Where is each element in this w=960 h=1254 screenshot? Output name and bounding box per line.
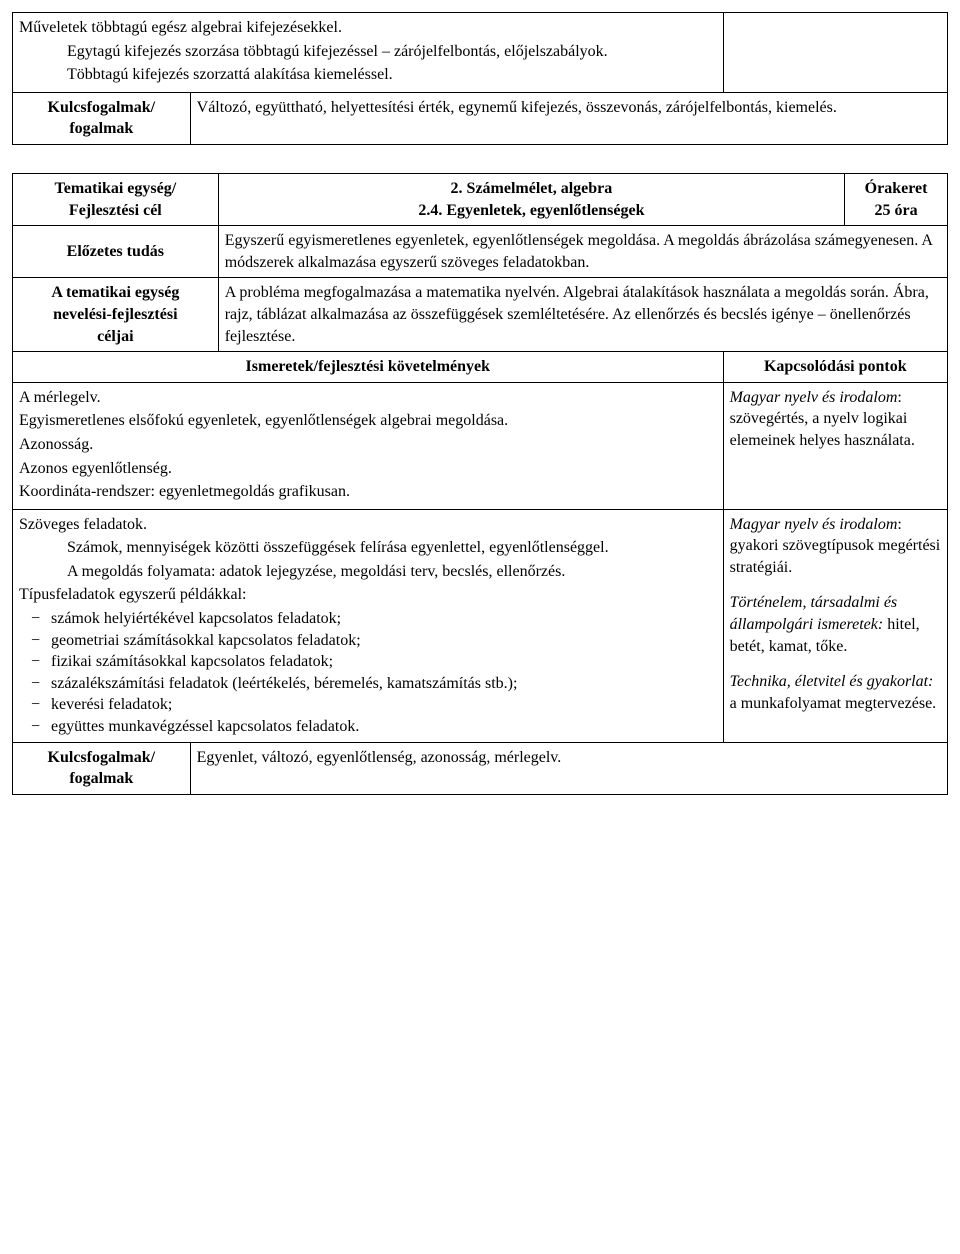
table-row: A mérlegelv. Egyismeretlenes elsőfokú eg… <box>13 382 948 509</box>
main-table-part2: Ismeretek/fejlesztési követelmények Kapc… <box>12 352 948 743</box>
text-line: Fejlesztési cél <box>69 202 162 219</box>
cell-kulcsfogalmak2-content: Egyenlet, változó, egyenlőtlenség, azono… <box>190 743 947 795</box>
table-row: Ismeretek/fejlesztési követelmények Kapc… <box>13 352 948 382</box>
text-italic: Magyar nyelv és irodalom <box>730 516 898 533</box>
cell-kulcsfogalmak-label: Kulcsfogalmak/ fogalmak <box>13 92 191 144</box>
text-line: Egytagú kifejezés szorzása többtagú kife… <box>19 41 717 63</box>
text-line: fogalmak <box>69 770 133 787</box>
cell-ismeretek-2: Szöveges feladatok. Számok, mennyiségek … <box>13 509 724 742</box>
cell-tematikai-label: Tematikai egység/ Fejlesztési cél <box>13 173 219 225</box>
text-line: Műveletek többtagú egész algebrai kifeje… <box>19 17 717 39</box>
main-table: Tematikai egység/ Fejlesztési cél 2. Szá… <box>12 173 948 352</box>
text-italic: Technika, életvitel és gyakorlat: <box>730 673 934 690</box>
text-line: Többtagú kifejezés szorzattá alakítása k… <box>19 64 717 86</box>
table-row: Kulcsfogalmak/ fogalmak Változó, együtth… <box>13 92 948 144</box>
text-line: Típusfeladatok egyszerű példákkal: <box>19 584 717 606</box>
table-row: A tematikai egység nevelési-fejlesztési … <box>13 278 948 352</box>
text-line: Szöveges feladatok. <box>19 514 717 536</box>
cell-elozetes-content: Egyszerű egyismeretlenes egyenletek, egy… <box>218 226 947 278</box>
cell-elozetes-label: Előzetes tudás <box>13 226 219 278</box>
text-line: Egyenlet, változó, egyenlőtlenség, azono… <box>197 749 562 766</box>
text-line: Ismeretek/fejlesztési követelmények <box>246 358 491 375</box>
table-row: Szöveges feladatok. Számok, mennyiségek … <box>13 509 948 742</box>
spacer <box>12 145 948 173</box>
cell-kapcs-1: Magyar nyelv és irodalom: szövegértés, a… <box>723 382 947 509</box>
cell-ismeretek-1: A mérlegelv. Egyismeretlenes elsőfokú eg… <box>13 382 724 509</box>
cell-kapcs-2: Magyar nyelv és irodalom: gyakori szöveg… <box>723 509 947 742</box>
text-line: Kulcsfogalmak/ <box>48 99 156 116</box>
text-line: nevelési-fejlesztési <box>53 306 177 323</box>
text-line: A megoldás folyamata: adatok lejegyzése,… <box>19 561 717 583</box>
table-row: Kulcsfogalmak/ fogalmak Egyenlet, változ… <box>13 743 948 795</box>
bullet-list: számok helyiértékével kapcsolatos felada… <box>19 608 717 738</box>
text-line: Azonosság. <box>19 434 717 456</box>
cell-operations: Műveletek többtagú egész algebrai kifeje… <box>13 13 724 93</box>
text-line: a munkafolyamat megtervezése. <box>730 695 937 712</box>
header-ismeretek: Ismeretek/fejlesztési követelmények <box>13 352 724 382</box>
header-kapcsolodasi: Kapcsolódási pontok <box>723 352 947 382</box>
list-item: együttes munkavégzéssel kapcsolatos fela… <box>31 716 717 738</box>
text-line: Órakeret <box>865 180 928 197</box>
main-table-part3: Kulcsfogalmak/ fogalmak Egyenlet, változ… <box>12 743 948 795</box>
text-line: 2.4. Egyenletek, egyenlőtlenségek <box>418 202 644 219</box>
text-line: céljai <box>97 328 133 345</box>
text-italic: Magyar nyelv és irodalom <box>730 389 898 406</box>
table-row: Műveletek többtagú egész algebrai kifeje… <box>13 13 948 93</box>
text-line: A probléma megfogalmazása a matematika n… <box>225 284 929 344</box>
list-item: számok helyiértékével kapcsolatos felada… <box>31 608 717 630</box>
text-line: A mérlegelv. <box>19 387 717 409</box>
text-line: Koordináta-rendszer: egyenletmegoldás gr… <box>19 481 717 503</box>
cell-kulcsfogalmak-content: Változó, együttható, helyettesítési érté… <box>190 92 947 144</box>
cell-celjai-label: A tematikai egység nevelési-fejlesztési … <box>13 278 219 352</box>
text-line: 25 óra <box>875 202 918 219</box>
table-row: Előzetes tudás Egyszerű egyismeretlenes … <box>13 226 948 278</box>
list-item: százalékszámítási feladatok (leértékelés… <box>31 673 717 695</box>
text-line: Változó, együttható, helyettesítési érté… <box>197 99 837 116</box>
text-line: A tematikai egység <box>51 284 179 301</box>
text-line: Egyismeretlenes elsőfokú egyenletek, egy… <box>19 410 717 432</box>
text-line: Tematikai egység/ <box>55 180 177 197</box>
cell-title: 2. Számelmélet, algebra 2.4. Egyenletek,… <box>218 173 844 225</box>
cell-kulcsfogalmak2-label: Kulcsfogalmak/ fogalmak <box>13 743 191 795</box>
list-item: fizikai számításokkal kapcsolatos felada… <box>31 651 717 673</box>
text-line: fogalmak <box>69 120 133 137</box>
text-line: Azonos egyenlőtlenség. <box>19 458 717 480</box>
cell-celjai-content: A probléma megfogalmazása a matematika n… <box>218 278 947 352</box>
list-item: keverési feladatok; <box>31 694 717 716</box>
cell-orakeret: Órakeret 25 óra <box>845 173 948 225</box>
text-line: Számok, mennyiségek közötti összefüggése… <box>19 537 717 559</box>
text-line: Előzetes tudás <box>67 243 164 260</box>
text-line: Kulcsfogalmak/ <box>48 749 156 766</box>
text-line: 2. Számelmélet, algebra <box>451 180 613 197</box>
empty-cell <box>723 13 947 93</box>
top-table: Műveletek többtagú egész algebrai kifeje… <box>12 12 948 145</box>
list-item: geometriai számításokkal kapcsolatos fel… <box>31 630 717 652</box>
text-line: Egyszerű egyismeretlenes egyenletek, egy… <box>225 232 932 271</box>
text-line: Kapcsolódási pontok <box>764 358 907 375</box>
table-row: Tematikai egység/ Fejlesztési cél 2. Szá… <box>13 173 948 225</box>
text-italic: Történelem, társadalmi és állampolgári i… <box>730 594 898 633</box>
